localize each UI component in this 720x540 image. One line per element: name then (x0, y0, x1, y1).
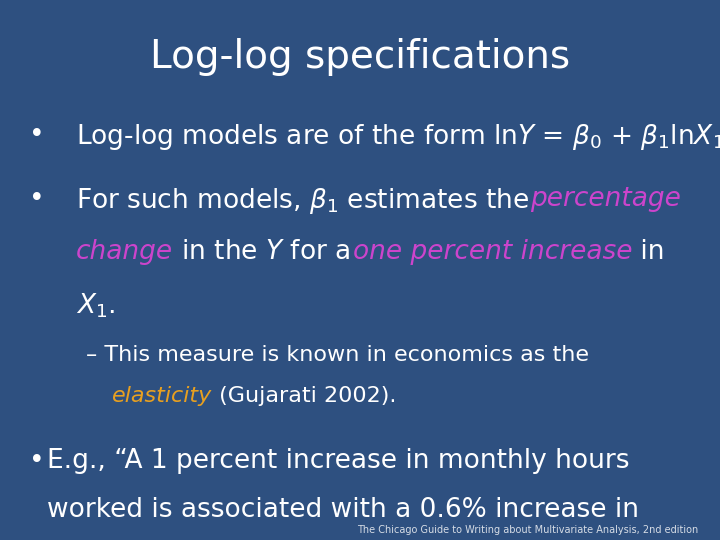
Text: percentage: percentage (530, 186, 681, 212)
Text: (Gujarati 2002).: (Gujarati 2002). (212, 386, 396, 406)
Text: in: in (632, 239, 665, 265)
Text: For such models, $\beta_1$ estimates the: For such models, $\beta_1$ estimates the (76, 186, 530, 217)
Text: $X_1$.: $X_1$. (76, 291, 115, 320)
Text: E.g., “A 1 percent increase in monthly hours: E.g., “A 1 percent increase in monthly h… (47, 448, 629, 474)
Text: •: • (29, 186, 45, 212)
Text: Log-log specifications: Log-log specifications (150, 38, 570, 76)
Text: Log-log models are of the form ln$Y$ = $\beta_0$ + $\beta_1$ln$X_1$: Log-log models are of the form ln$Y$ = $… (76, 122, 720, 152)
Text: •: • (29, 448, 45, 474)
Text: – This measure is known in economics as the: – This measure is known in economics as … (86, 345, 590, 365)
Text: in the $Y$ for a: in the $Y$ for a (173, 239, 353, 265)
Text: elasticity: elasticity (112, 386, 212, 406)
Text: worked is associated with a 0.6% increase in: worked is associated with a 0.6% increas… (47, 497, 639, 523)
Text: The Chicago Guide to Writing about Multivariate Analysis, 2nd edition: The Chicago Guide to Writing about Multi… (357, 524, 698, 535)
Text: •: • (29, 122, 45, 147)
Text: change: change (76, 239, 173, 265)
Text: one percent increase: one percent increase (353, 239, 632, 265)
